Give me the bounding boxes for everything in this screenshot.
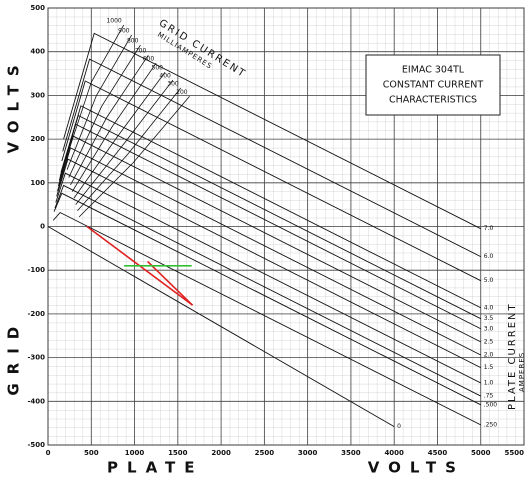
x-tick-label: 2500 (255, 449, 275, 457)
plate-current-curve (54, 184, 481, 397)
plate-current-curve (63, 32, 481, 230)
plate-current-curve-label: 5.0 (484, 277, 494, 284)
plate-current-curve (57, 135, 481, 343)
plate-current-curve-label: .250 (484, 421, 498, 428)
grid-current-curve (78, 96, 190, 218)
y-tick-label: 400 (30, 48, 45, 56)
plate-current-curve (47, 226, 395, 428)
plate-current-curve (58, 123, 481, 330)
plate-current-curve (62, 58, 481, 258)
plate-current-curve (55, 172, 481, 384)
y-tick-label: 500 (30, 4, 45, 12)
plate-current-curve-label: 1.0 (484, 379, 494, 386)
grid-current-curve (73, 72, 166, 199)
title-box: EIMAC 304TL CONSTANT CURRENT CHARACTERIS… (365, 54, 501, 116)
plate-current-label: PLATE CURRENT (507, 302, 518, 410)
x-tick-label: 2000 (211, 449, 231, 457)
plate-current-curve-label: 3.0 (484, 325, 494, 332)
x-axis-title: PLATE VOLTS (107, 459, 465, 477)
grid-current-curve-label: 700 (135, 48, 147, 55)
plate-current-curve-label: 1.5 (484, 364, 494, 371)
y-tick-label: -300 (27, 354, 45, 362)
x-tick-label: 5500 (505, 449, 525, 457)
grid-current-curve-label: 1000 (106, 18, 121, 25)
plate-current-curve-label: 6.0 (484, 253, 494, 260)
grid-current-curve (77, 87, 182, 212)
grid-current-curve-label: 400 (159, 73, 171, 80)
plate-current-curve (52, 211, 481, 426)
plate-current-curve-label: 4.0 (484, 304, 494, 311)
y-tick-label: -100 (27, 266, 45, 274)
plate-current-curve-label: 2.0 (484, 351, 494, 358)
x-tick-label: 3000 (298, 449, 318, 457)
grid-current-curve-label: 600 (143, 56, 155, 63)
y-tick-label: 300 (30, 91, 45, 99)
x-tick-label: 3500 (341, 449, 361, 457)
x-tick-label: 4500 (428, 449, 448, 457)
grid-current-curve-label: 200 (176, 89, 188, 96)
x-tick-label: 1000 (125, 449, 145, 457)
plate-current-unit: AMPERES (518, 352, 526, 392)
y-tick-label: -200 (27, 310, 45, 318)
y-tick-label: 100 (30, 179, 45, 187)
grid-current-curve (68, 44, 141, 178)
plate-current-curve-label: .75 (484, 393, 494, 400)
grid-current-curve (64, 24, 125, 162)
grid-current-curve (66, 34, 132, 170)
y-axis-title: GRID VOLTS (5, 56, 23, 395)
grid-current-curve-label: 300 (167, 80, 179, 87)
x-tick-label: 1500 (168, 449, 188, 457)
title-box-frame (365, 54, 501, 116)
y-tick-label: 200 (30, 135, 45, 143)
title-line: CHARACTERISTICS (389, 95, 477, 106)
grid-current-curve (75, 79, 174, 205)
x-tick-label: 0 (46, 449, 51, 457)
plate-current-curve-label: 3.5 (484, 315, 494, 322)
grid-current-curve-label: 800 (127, 38, 139, 45)
plate-current-curve (56, 158, 481, 369)
y-tick-label: -400 (27, 397, 45, 405)
title-line: EIMAC 304TL (402, 65, 465, 76)
plate-current-curve (57, 147, 481, 356)
plate-current-curve (61, 80, 481, 282)
grid-current-curve-label: 500 (152, 65, 164, 72)
x-tick-label: 500 (84, 449, 99, 457)
plate-current-curve (53, 192, 481, 406)
grid-current-curve-label: 900 (118, 28, 130, 35)
plate-current-curve-label: 2.5 (484, 338, 494, 345)
x-tick-label: 4000 (384, 449, 404, 457)
grid-current-curve (70, 54, 149, 186)
plate-current-curve-label: 0 (397, 423, 401, 430)
y-tick-label: -500 (27, 441, 45, 449)
title-line: CONSTANT CURRENT (383, 80, 484, 91)
y-tick-label: 0 (40, 223, 45, 231)
plate-current-curve-label: 7.0 (484, 225, 494, 232)
x-tick-label: 5000 (471, 449, 491, 457)
grid-current-curve (71, 62, 157, 192)
plate-current-curve-label: .500 (484, 401, 498, 408)
load-line (146, 260, 194, 306)
